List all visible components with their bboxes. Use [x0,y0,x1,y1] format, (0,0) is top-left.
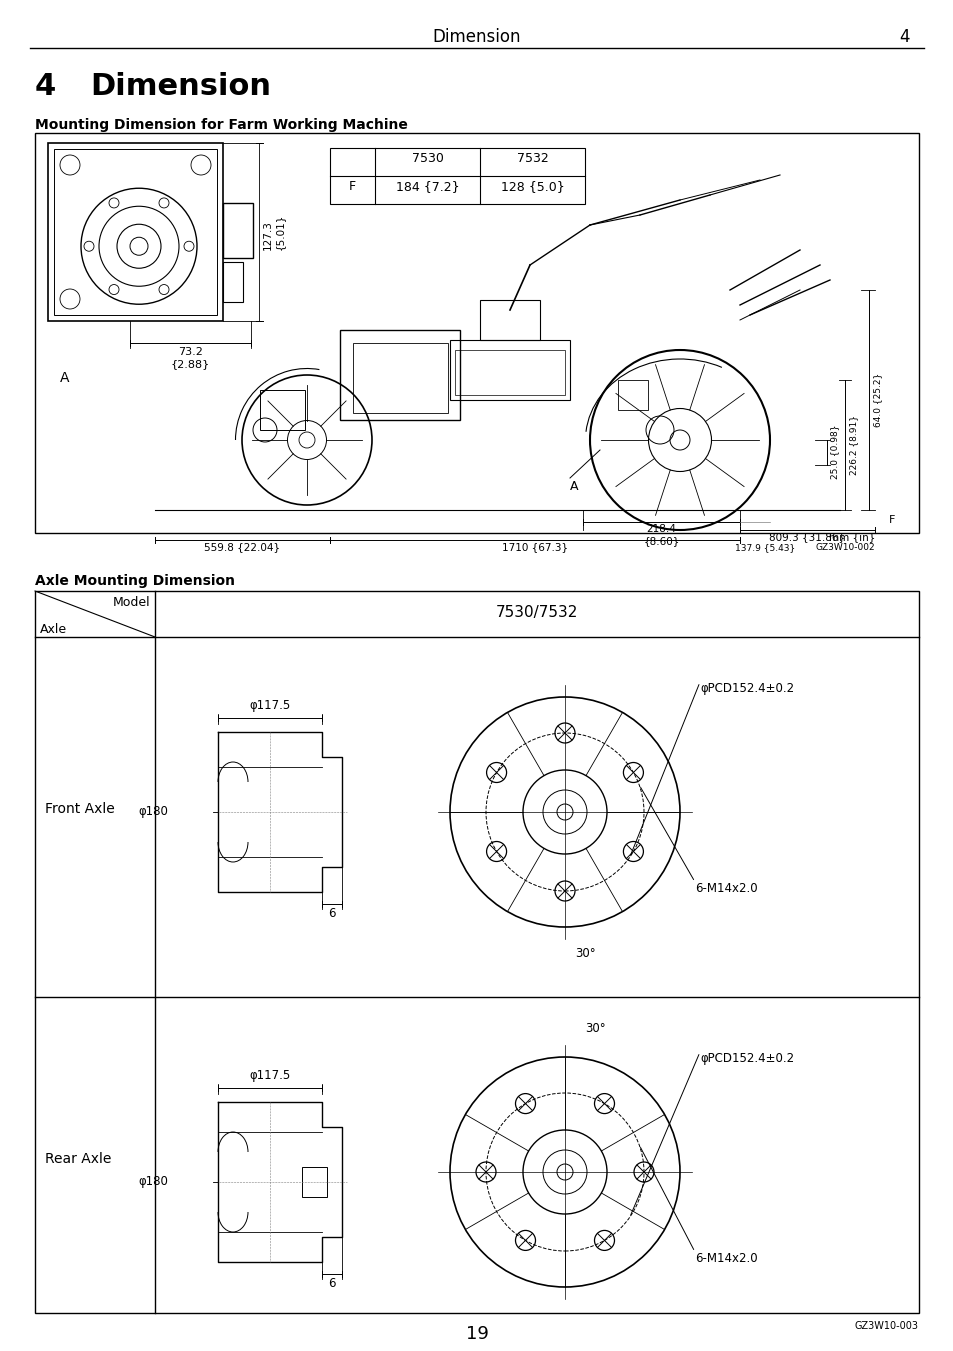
Text: 128 {5.0}: 128 {5.0} [500,180,564,193]
Text: 19: 19 [465,1325,488,1343]
Text: Axle: Axle [40,623,67,636]
Bar [302,1167,327,1197]
Bar [618,380,647,409]
Text: 137.9 {5.43}: 137.9 {5.43} [734,543,794,553]
Text: 7532: 7532 [517,153,548,165]
Text: 184 {7.2}: 184 {7.2} [395,180,458,193]
Text: 6-M14x2.0: 6-M14x2.0 [695,1252,757,1265]
Text: 127.3
{5.01}: 127.3 {5.01} [263,213,284,250]
Text: 218.4
{8.60}: 218.4 {8.60} [642,524,679,546]
Text: 25.0 {0.98}: 25.0 {0.98} [829,424,838,480]
Bar [54,149,216,315]
Text: F: F [888,515,895,526]
Text: φ180: φ180 [138,805,168,819]
Bar [455,350,564,394]
Bar [260,390,305,430]
Text: 7530/7532: 7530/7532 [496,605,578,620]
Text: Dimension: Dimension [90,72,271,101]
Text: φPCD152.4±0.2: φPCD152.4±0.2 [700,1052,793,1065]
Bar [35,132,918,534]
Text: 4: 4 [35,72,56,101]
Text: Dimension: Dimension [433,28,520,46]
Text: Model: Model [112,596,151,609]
Bar [330,149,584,204]
Bar [339,330,459,420]
Text: 6: 6 [328,907,335,920]
Text: 30°: 30° [584,1021,605,1035]
Text: 73.2
{2.88}: 73.2 {2.88} [171,347,210,369]
Text: φ180: φ180 [138,1175,168,1189]
Text: 7530: 7530 [411,153,443,165]
Text: Mounting Dimension for Farm Working Machine: Mounting Dimension for Farm Working Mach… [35,118,408,132]
Text: GZ3W10-003: GZ3W10-003 [854,1321,918,1331]
Bar [450,340,569,400]
Text: 30°: 30° [575,947,595,961]
Text: 4: 4 [899,28,909,46]
Bar [48,143,223,322]
Text: 809.3 {31.86}: 809.3 {31.86} [769,532,844,542]
Bar [35,590,918,1313]
Text: Rear Axle: Rear Axle [45,1152,112,1166]
Bar [353,343,448,413]
Text: 1710 {67.3}: 1710 {67.3} [501,542,567,553]
Text: φ117.5: φ117.5 [249,1069,291,1082]
Text: mm {in}: mm {in} [828,532,874,542]
Text: 226.2 {8.91}: 226.2 {8.91} [848,415,857,476]
Text: φPCD152.4±0.2: φPCD152.4±0.2 [700,682,793,694]
Bar [223,262,243,303]
Text: GZ3W10-002: GZ3W10-002 [815,543,874,553]
Text: A: A [60,372,70,385]
Text: A: A [569,480,578,493]
Text: 559.8 {22.04}: 559.8 {22.04} [204,542,280,553]
Text: Axle Mounting Dimension: Axle Mounting Dimension [35,574,234,588]
Text: F: F [349,180,355,193]
Bar [223,203,253,258]
Bar [479,300,539,340]
Text: Front Axle: Front Axle [45,802,114,816]
Text: φ117.5: φ117.5 [249,698,291,712]
Text: 64.0 {25.2}: 64.0 {25.2} [872,373,882,427]
Text: 6-M14x2.0: 6-M14x2.0 [695,882,757,894]
Text: 6: 6 [328,1277,335,1290]
